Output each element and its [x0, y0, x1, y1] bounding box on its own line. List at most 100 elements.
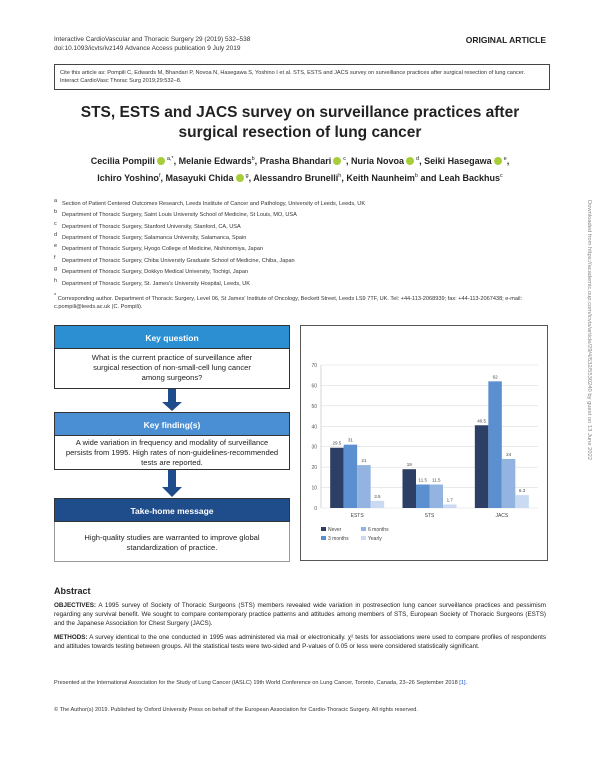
affiliation-text: Department of Thoracic Surgery, Saint Lo…	[62, 212, 297, 219]
orcid-icon[interactable]	[156, 157, 165, 165]
affiliation-key: e	[54, 243, 58, 250]
y-tick-label: 50	[311, 404, 317, 410]
author: Keith Naunheim	[346, 173, 415, 183]
data-label: 24	[506, 452, 512, 457]
take-home-panel: Take-home message High-quality studies a…	[54, 498, 290, 562]
affiliation: a Section of Patient Centered Outcomes Re…	[54, 197, 546, 208]
affiliation-marker: b	[414, 173, 418, 179]
affiliation-marker: e	[503, 156, 507, 162]
paper-title: STS, ESTS and JACS survey on surveillanc…	[54, 103, 546, 143]
journal-line: Interactive CardioVascular and Thoracic …	[54, 36, 251, 43]
data-label: 31	[348, 438, 354, 443]
take-home-text: High-quality studies are warranted to im…	[54, 522, 290, 562]
affiliation-key: f	[54, 254, 56, 261]
x-tick-label: STS	[425, 513, 435, 519]
legend-label: 3 months	[328, 536, 349, 542]
orcid-icon[interactable]	[493, 157, 502, 165]
journal-info: Interactive CardioVascular and Thoracic …	[54, 35, 250, 53]
data-label: 1.7	[447, 498, 454, 503]
affiliation: h Department of Thoracic Surgery, St. Jam…	[54, 277, 546, 288]
legend-swatch	[361, 536, 366, 540]
key-findings-panel: Key finding(s) A wide variation in frequ…	[54, 412, 290, 470]
bar-never	[330, 447, 344, 508]
affiliation: b Department of Thoracic Surgery, Saint L…	[54, 208, 546, 219]
orcid-icon[interactable]	[333, 157, 342, 165]
bar-3-months	[343, 444, 358, 508]
bar-yearly	[515, 495, 529, 508]
reference-link[interactable]: [1].	[459, 680, 468, 687]
affiliation-key: b	[54, 209, 58, 216]
author: Cecilia Pompili	[90, 156, 155, 166]
affiliation: e Department of Thoracic Surgery, Hyogo C…	[54, 242, 546, 253]
affiliations: a Section of Patient Centered Outcomes Re…	[54, 197, 546, 288]
affiliation-marker: h	[338, 173, 342, 179]
y-tick-label: 0	[314, 506, 317, 512]
bar-never	[474, 425, 489, 508]
key-question-title: Key question	[54, 325, 290, 349]
abstract-objectives: OBJECTIVES: A 1995 survey of Society of …	[54, 601, 546, 629]
affiliation-key: a	[54, 198, 58, 204]
bar-yearly	[370, 500, 385, 508]
y-tick-label: 30	[311, 445, 317, 451]
x-tick-label: JACS	[495, 513, 508, 519]
data-label: 40.5	[477, 418, 486, 423]
affiliation-marker: d	[416, 156, 420, 162]
data-label: 6.3	[519, 488, 526, 493]
bar-6-months	[429, 484, 443, 508]
affiliation-key: d	[54, 232, 58, 239]
y-tick-label: 20	[311, 465, 317, 471]
methods-label: METHODS:	[54, 633, 88, 641]
affiliation-text: Section of Patient Centered Outcomes Res…	[62, 200, 366, 207]
presented-text: Presented at the International Associati…	[54, 680, 458, 687]
author: Masayuki Chida	[165, 173, 234, 183]
affiliation-text: Department of Thoracic Surgery, St. Jame…	[62, 280, 251, 287]
legend-swatch	[361, 527, 366, 531]
chart-panel: 0 10 20 30 40 50 60 70 29.5 31 21 3.5 ESTS 19 11.5 11.5…	[300, 325, 548, 561]
author-list: Cecilia Pompili a,*, Melanie Edwardsb, Pr…	[90, 156, 510, 183]
x-tick-label: ESTS	[351, 513, 365, 519]
graphical-abstract: Key question What is the current practic…	[54, 325, 290, 562]
objectives-label: OBJECTIVES:	[54, 602, 96, 609]
author: Nuria Novoa	[350, 156, 404, 166]
legend-label: Never	[328, 527, 342, 533]
affiliation-key: g	[54, 266, 58, 273]
arrow-down-icon	[162, 389, 182, 411]
affiliation: f Department of Thoracic Surgery, Chiba U…	[54, 254, 546, 265]
data-label: 11.5	[419, 478, 428, 483]
affiliation-marker: a,*	[166, 156, 174, 162]
author: Prasha Bhandari	[259, 156, 332, 166]
title-line: STS, ESTS and JACS survey on surveillanc…	[80, 104, 520, 121]
bar-3-months	[416, 484, 430, 508]
bar-6-months	[357, 465, 371, 508]
key-question-text: What is the current practice of surveill…	[54, 349, 290, 389]
objectives-text: A 1995 survey of Society of Thoracic Sur…	[54, 602, 546, 628]
footnote-marker: *	[54, 292, 57, 299]
arrow-down-icon	[162, 470, 182, 497]
key-findings-title: Key finding(s)	[54, 412, 290, 436]
orcid-icon[interactable]	[235, 174, 244, 182]
legend-label: 6 months	[368, 527, 389, 533]
download-watermark: Downloaded from https://academic.oup.com…	[586, 200, 592, 461]
affiliation-marker: f	[158, 173, 161, 179]
affiliation: g Department of Thoracic Surgery, Dokkyo …	[54, 265, 546, 276]
take-home-title: Take-home message	[54, 498, 290, 522]
article-type: ORIGINAL ARTICLE	[465, 35, 546, 45]
orcid-icon[interactable]	[406, 157, 414, 165]
affiliation-text: Department of Thoracic Surgery, Salamanc…	[62, 234, 247, 241]
affiliation-key: c	[54, 220, 57, 227]
corresponding-author: * Corresponding author. Department of Th…	[54, 292, 544, 312]
abstract-methods: METHODS: A survey identical to the one c…	[54, 633, 546, 651]
bar-yearly	[443, 504, 457, 508]
legend-swatch	[321, 527, 326, 531]
author: Ichiro Yoshino	[97, 173, 159, 183]
data-label: 19	[407, 462, 413, 467]
key-question-panel: Key question What is the current practic…	[54, 325, 290, 389]
y-tick-label: 60	[311, 383, 317, 389]
affiliation-marker: b	[251, 156, 255, 162]
author: Seiki Hasegawa	[424, 156, 492, 166]
copyright: © The Author(s) 2019. Published by Oxfor…	[54, 707, 418, 714]
bar-3-months	[488, 381, 502, 508]
y-tick-label: 40	[311, 424, 317, 430]
data-label: 29.5	[333, 441, 342, 446]
y-tick-label: 70	[311, 363, 317, 369]
